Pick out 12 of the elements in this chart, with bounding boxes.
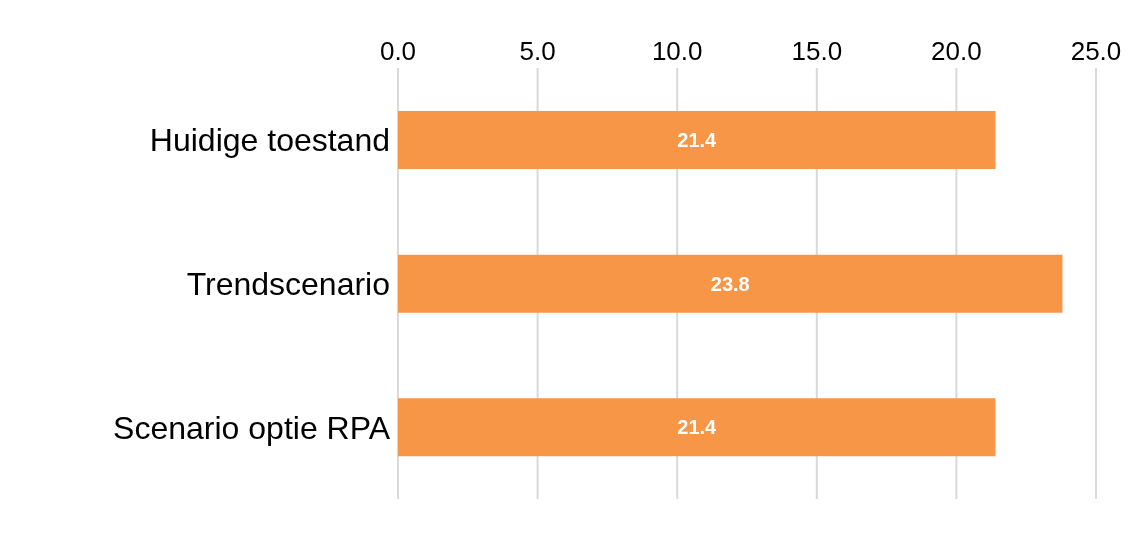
data-label: 21.4 xyxy=(677,129,718,152)
x-tick-label: 0.0 xyxy=(379,36,417,66)
x-tick-label: 20.0 xyxy=(931,36,982,66)
data-label: 23.8 xyxy=(710,272,750,295)
x-tick-label: 5.0 xyxy=(519,36,556,66)
data-label: 21.4 xyxy=(677,416,718,439)
x-tick-label: 25.0 xyxy=(1070,36,1122,66)
y-tick-label: Huidige toestand xyxy=(149,122,390,159)
x-tick-label: 10.0 xyxy=(651,36,703,66)
y-tick-label: Trendscenario xyxy=(186,265,390,302)
x-tick-label: 15.0 xyxy=(791,36,843,66)
y-tick-label: Scenario optie RPA xyxy=(113,409,391,446)
